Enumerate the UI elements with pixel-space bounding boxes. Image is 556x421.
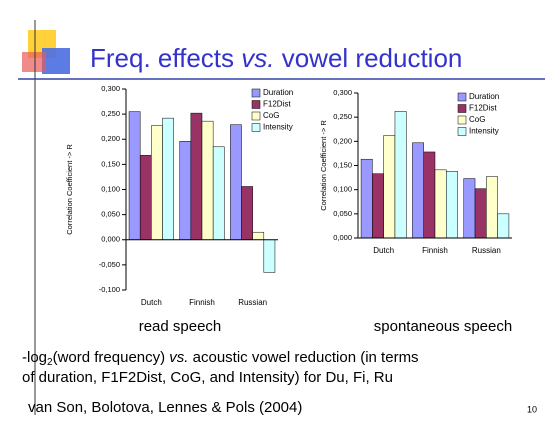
y-tick-label: 0,200 <box>101 134 120 143</box>
chart-caption: spontaneous speech <box>374 318 512 335</box>
slide-title: Freq. effects vs. vowel reduction <box>90 43 462 73</box>
legend-label: F12Dist <box>263 100 291 109</box>
bar <box>241 186 253 240</box>
y-tick-label: -0,050 <box>99 260 120 269</box>
bar <box>497 213 510 239</box>
bar <box>394 111 407 239</box>
y-tick-label: 0,050 <box>101 210 120 219</box>
y-tick-label: 0,100 <box>333 185 352 194</box>
deco-square <box>42 48 70 74</box>
bar <box>252 231 265 240</box>
legend-label: Duration <box>469 92 499 101</box>
y-tick-label: 0,250 <box>333 112 352 121</box>
bar <box>151 125 163 240</box>
x-tick-label: Finnish <box>422 246 448 255</box>
y-tick-label: 0,100 <box>101 184 120 193</box>
x-tick-label: Russian <box>238 298 267 307</box>
caption-line: of duration, F1F2Dist, CoG, and Intensit… <box>22 369 393 386</box>
bar <box>162 117 174 240</box>
caption-line: -log2(word frequency) vs. acoustic vowel… <box>22 349 419 368</box>
y-tick-label: 0,300 <box>101 84 120 93</box>
y-tick-label: 0,000 <box>333 233 352 242</box>
legend-label: Intensity <box>469 127 499 136</box>
x-tick-label: Dutch <box>141 298 162 307</box>
legend-swatch <box>457 127 467 136</box>
title-part: Freq. effects <box>90 43 241 73</box>
caption-part: (word frequency) <box>53 349 170 366</box>
y-tick-label: 0,150 <box>333 160 352 169</box>
legend-swatch <box>251 100 261 109</box>
bar <box>486 176 498 239</box>
deco-square <box>22 52 46 72</box>
caption-part: acoustic vowel reduction (in terms <box>188 349 418 366</box>
x-tick-label: Russian <box>472 246 501 255</box>
citation: van Son, Bolotova, Lennes & Pols (2004) <box>28 399 302 416</box>
legend-swatch <box>251 88 261 98</box>
bar <box>372 173 384 239</box>
bar <box>474 188 487 239</box>
legend-swatch <box>251 111 261 121</box>
legend-label: CoG <box>263 111 279 120</box>
legend-swatch <box>457 115 467 125</box>
title-part: vs. <box>241 43 274 73</box>
bar <box>463 178 476 239</box>
y-tick-label: 0,000 <box>101 235 120 244</box>
bar <box>139 155 152 240</box>
bar <box>383 135 396 239</box>
y-tick-label: 0,300 <box>333 88 352 97</box>
y-tick-label: -0,100 <box>99 285 120 294</box>
y-tick-label: 0,200 <box>333 136 352 145</box>
x-tick-label: Finnish <box>189 298 215 307</box>
caption-part: vs. <box>169 349 188 366</box>
caption-part: -log <box>22 349 47 366</box>
x-tick-label: Dutch <box>373 246 394 255</box>
bar <box>212 146 225 241</box>
bar <box>179 141 192 240</box>
legend-swatch <box>251 123 261 132</box>
legend-label: CoG <box>469 115 485 124</box>
bar <box>360 158 373 239</box>
bar <box>423 151 436 239</box>
title-part: vowel reduction <box>275 43 463 73</box>
page-number: 10 <box>527 404 537 414</box>
bar <box>263 239 276 273</box>
legend-swatch <box>457 104 467 113</box>
chart-caption: read speech <box>139 318 222 335</box>
y-axis-label: Correlation Coefficient -> R <box>65 144 74 235</box>
y-tick-label: 0,250 <box>101 109 120 118</box>
bar <box>190 112 203 240</box>
bar <box>446 171 458 239</box>
bar <box>230 124 242 240</box>
bar <box>412 142 424 239</box>
y-axis-label: Correlation Coefficient -> R <box>319 120 328 211</box>
legend-label: Duration <box>263 88 293 97</box>
bar <box>434 169 447 239</box>
y-tick-label: 0,150 <box>101 159 120 168</box>
caption-part: of duration, F1F2Dist, CoG, and Intensit… <box>22 369 393 386</box>
bar <box>128 111 141 240</box>
legend-label: Intensity <box>263 123 293 132</box>
y-tick-label: 0,050 <box>333 209 352 218</box>
caption-part: 2 <box>47 357 53 368</box>
legend-swatch <box>457 92 467 102</box>
legend-label: F12Dist <box>469 104 497 113</box>
bar <box>201 120 214 240</box>
